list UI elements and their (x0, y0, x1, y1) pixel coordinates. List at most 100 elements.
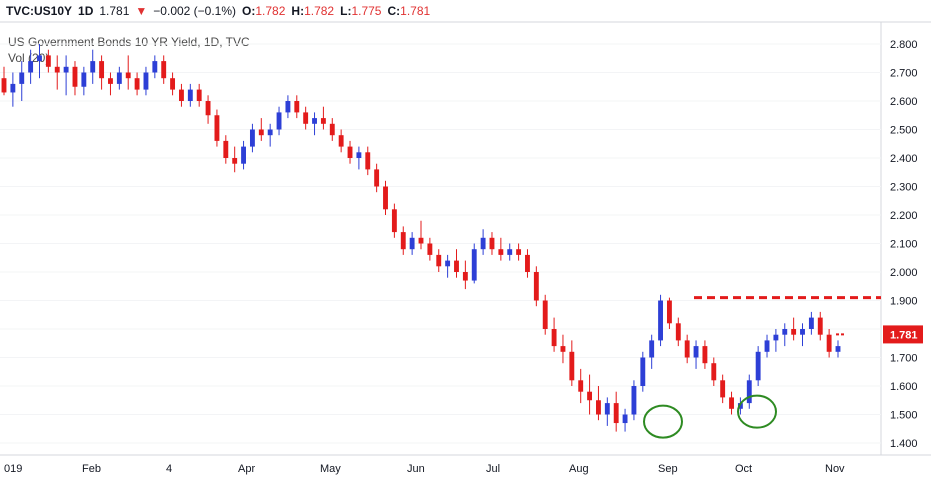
candle (808, 311, 814, 335)
candle (320, 106, 326, 130)
candle-body (604, 403, 610, 415)
annotations: 1.781 (643, 296, 923, 439)
candle (542, 294, 548, 335)
candle (649, 334, 655, 369)
candle-body (507, 249, 513, 255)
candle (258, 118, 264, 141)
candle (303, 106, 309, 130)
candle (702, 340, 708, 369)
time-axis[interactable]: 019 Feb 4 Apr May Jun Jul Aug Sep Oct Nov (4, 463, 845, 475)
price-tick-label: 2.100 (890, 239, 918, 251)
price-tick-label: 2.000 (890, 267, 918, 279)
candle (693, 340, 699, 369)
candle-body (658, 300, 663, 341)
candle (267, 123, 273, 147)
candle (90, 49, 96, 84)
candle-body (356, 152, 362, 158)
last-value: 1.781 (99, 4, 130, 18)
price-axis[interactable]: 1.4001.5001.6001.7001.8001.9002.0002.100… (890, 39, 918, 450)
candle (604, 397, 610, 426)
candle-body (90, 61, 96, 73)
candle (596, 386, 601, 421)
candle (773, 329, 779, 352)
candle-body (631, 386, 637, 415)
candle-body (383, 186, 388, 210)
support-circle[interactable] (737, 394, 777, 429)
candle-body (45, 55, 51, 67)
candle (409, 232, 415, 255)
candle-body (684, 340, 690, 358)
time-tick-label: May (320, 463, 341, 475)
candle (746, 374, 752, 409)
time-tick-label: Aug (569, 463, 589, 475)
candle-body (693, 346, 699, 358)
interval[interactable]: 1D (78, 4, 94, 18)
candle-body (498, 249, 504, 255)
candle (578, 368, 584, 404)
candle (28, 49, 34, 84)
candle-body (773, 334, 779, 341)
candle-body (329, 123, 335, 136)
grid (0, 43, 881, 444)
candle (817, 311, 823, 341)
candle-body (400, 232, 406, 250)
candle (312, 112, 317, 136)
time-tick-label: Jul (486, 463, 500, 475)
candle-body (613, 403, 619, 424)
candle (400, 226, 406, 255)
support-circle[interactable] (643, 404, 683, 439)
symbol-name[interactable]: TVC:US10Y (6, 4, 73, 18)
candle (116, 66, 122, 90)
candle-body (826, 334, 832, 352)
candle (125, 55, 131, 90)
candle-body (533, 272, 539, 301)
symbol-header: TVC:US10Y 1D 1.781 ▼ −0.002 (−0.1%) O:1.… (0, 0, 931, 22)
candle-body (640, 357, 646, 386)
candle-body (737, 403, 743, 409)
candle-body (480, 237, 486, 250)
candle (383, 180, 388, 215)
candle-body (764, 340, 770, 352)
open-label: O: (242, 4, 256, 18)
candle (19, 61, 25, 101)
candle (613, 391, 619, 432)
candle (54, 55, 60, 90)
candle-body (125, 72, 131, 79)
price-tick-label: 1.700 (890, 353, 918, 365)
candle (507, 243, 513, 261)
candle (462, 260, 468, 290)
candle-body (179, 89, 184, 101)
candle (711, 357, 717, 386)
candle (622, 408, 628, 432)
price-tick-label: 2.500 (890, 125, 918, 137)
last-price-tag[interactable]: 1.781 (883, 325, 923, 344)
candle-body (454, 260, 459, 272)
last-price-tag-bg (883, 325, 923, 344)
time-tick-label: Sep (658, 463, 678, 475)
candle-body (294, 101, 300, 113)
candle (37, 44, 42, 79)
candle (427, 237, 433, 261)
candle-body (800, 329, 805, 335)
candle-body (622, 414, 628, 424)
candle-body (19, 72, 25, 84)
candle-body (808, 317, 814, 329)
candle (170, 72, 176, 96)
candle-body (214, 115, 220, 141)
candle (533, 266, 539, 307)
candle-body (37, 55, 42, 62)
candle-body (63, 66, 69, 73)
candle-body (338, 135, 344, 147)
candle-body (782, 329, 788, 335)
candle-body (445, 260, 451, 267)
candle (471, 243, 477, 284)
candle (800, 323, 805, 347)
candle (791, 317, 797, 341)
candle-body (675, 323, 681, 341)
high-value: 1.782 (304, 4, 335, 18)
candle (81, 66, 87, 96)
time-tick-label: 019 (4, 463, 22, 475)
price-tick-label: 2.200 (890, 210, 918, 222)
candle-body (99, 61, 105, 79)
